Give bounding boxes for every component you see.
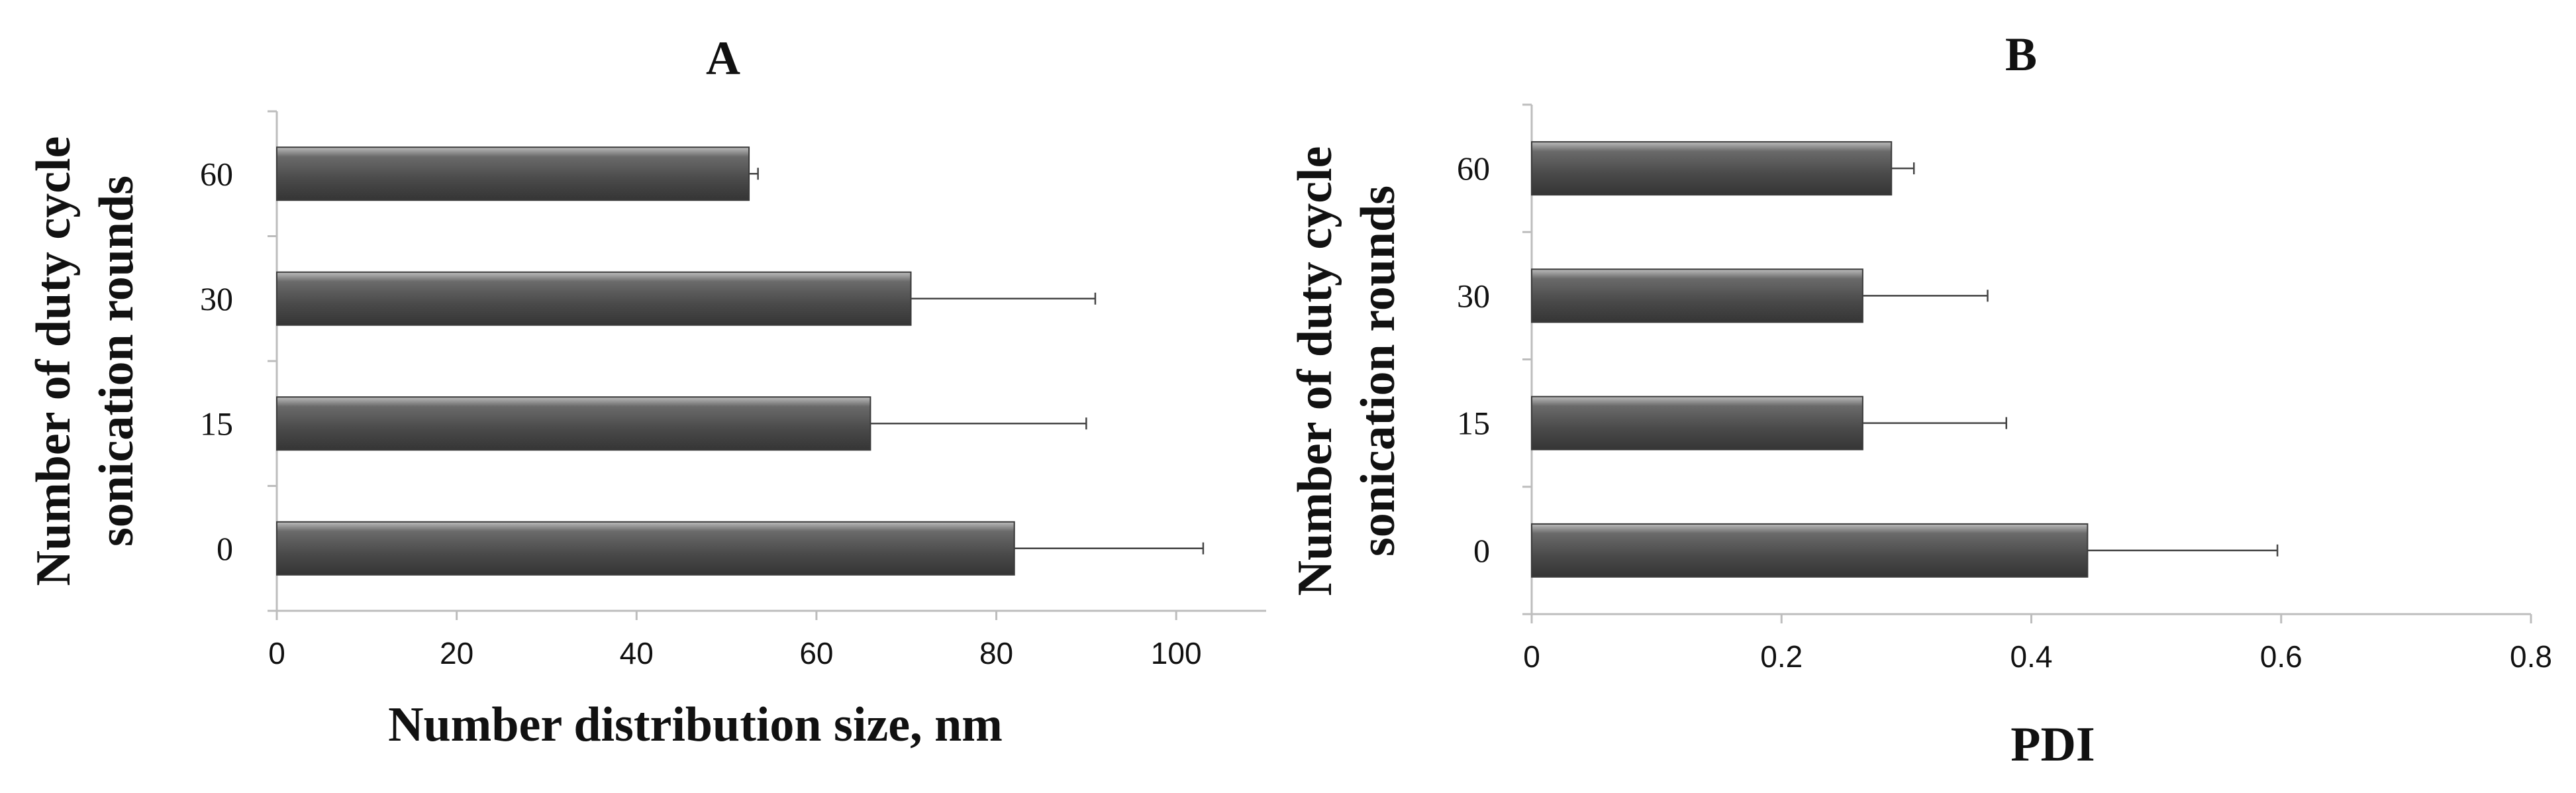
bar (276, 521, 1015, 576)
x-tick-label: 0.6 (2260, 639, 2303, 674)
bar (1531, 141, 1893, 196)
x-axis-label: PDI (2010, 717, 2095, 772)
x-tick-label: 60 (799, 636, 833, 670)
bar (1531, 523, 2089, 578)
x-tick-label: 0 (268, 636, 285, 670)
y-tick-label: 60 (1457, 150, 1490, 187)
x-tick-label: 40 (620, 636, 654, 670)
y-axis-label: sonication rounds (1351, 185, 1405, 556)
x-tick-label: 80 (979, 636, 1013, 670)
x-tick-label: 0 (1523, 639, 1540, 674)
y-tick-label: 15 (1457, 405, 1490, 442)
y-axis-label: sonication rounds (89, 176, 144, 547)
y-tick-label: 30 (200, 280, 233, 317)
chart-title: B (2005, 28, 2037, 81)
x-tick-label: 0.2 (1760, 639, 1803, 674)
y-tick-label: 60 (200, 155, 233, 192)
x-tick-label: 20 (440, 636, 473, 670)
chart-title: A (706, 32, 740, 85)
bar (276, 396, 871, 451)
y-tick-label: 15 (200, 405, 233, 442)
x-tick-label: 0.4 (2010, 639, 2053, 674)
y-tick-label: 0 (217, 530, 233, 567)
y-axis-label: Number of duty cycle (26, 136, 81, 586)
bar (276, 271, 912, 326)
x-axis-label: Number distribution size, nm (388, 698, 1003, 752)
y-axis-label: Number of duty cycle (1288, 146, 1342, 596)
bar (1531, 268, 1863, 323)
bar (1531, 396, 1863, 450)
x-tick-label: 100 (1151, 636, 1202, 670)
chart-a: A 0 20 40 60 80 100 0 15 30 60 Number distribution … (26, 32, 1266, 752)
bar (276, 146, 750, 201)
chart-b: B 0 0.2 0.4 0.6 0.8 0 15 30 60 PDI Number of duty c… (1288, 28, 2552, 772)
y-tick-label: 0 (1473, 532, 1490, 569)
y-tick-label: 30 (1457, 277, 1490, 314)
x-tick-label: 0.8 (2510, 639, 2552, 674)
